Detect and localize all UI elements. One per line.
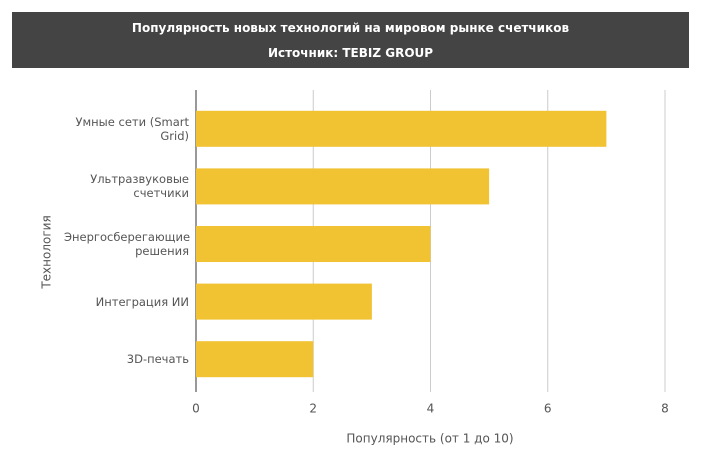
y-tick-label: 3D-печать	[126, 352, 189, 367]
header: Популярность новых технологий на мировом…	[12, 12, 689, 68]
x-tick-label: 4	[427, 402, 435, 416]
y-tick-label: Интеграция ИИ	[95, 294, 189, 309]
x-tick-label: 0	[192, 402, 200, 416]
x-axis-title: Популярность (от 1 до 10)	[346, 432, 513, 446]
x-tick-label: 8	[661, 402, 669, 416]
x-tick-label: 6	[544, 402, 552, 416]
bar	[196, 283, 372, 320]
chart-subtitle: Источник: TEBIZ GROUP	[267, 46, 434, 60]
chart-title: Популярность новых технологий на мировом…	[131, 21, 570, 35]
y-axis-title: Технология	[40, 215, 54, 289]
x-tick-label: 2	[309, 402, 317, 416]
y-tick-label: Ультразвуковые счетчики	[90, 172, 189, 201]
bar	[196, 168, 490, 205]
y-tick-label: Умные сети (Smart Grid)	[75, 114, 189, 143]
y-tick-label: Энергосберегающие решения	[64, 230, 191, 258]
bar	[196, 110, 607, 147]
bar	[196, 341, 314, 378]
bar	[196, 226, 431, 262]
